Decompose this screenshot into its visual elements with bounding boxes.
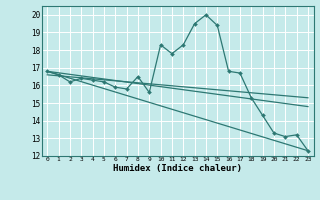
X-axis label: Humidex (Indice chaleur): Humidex (Indice chaleur) xyxy=(113,164,242,173)
